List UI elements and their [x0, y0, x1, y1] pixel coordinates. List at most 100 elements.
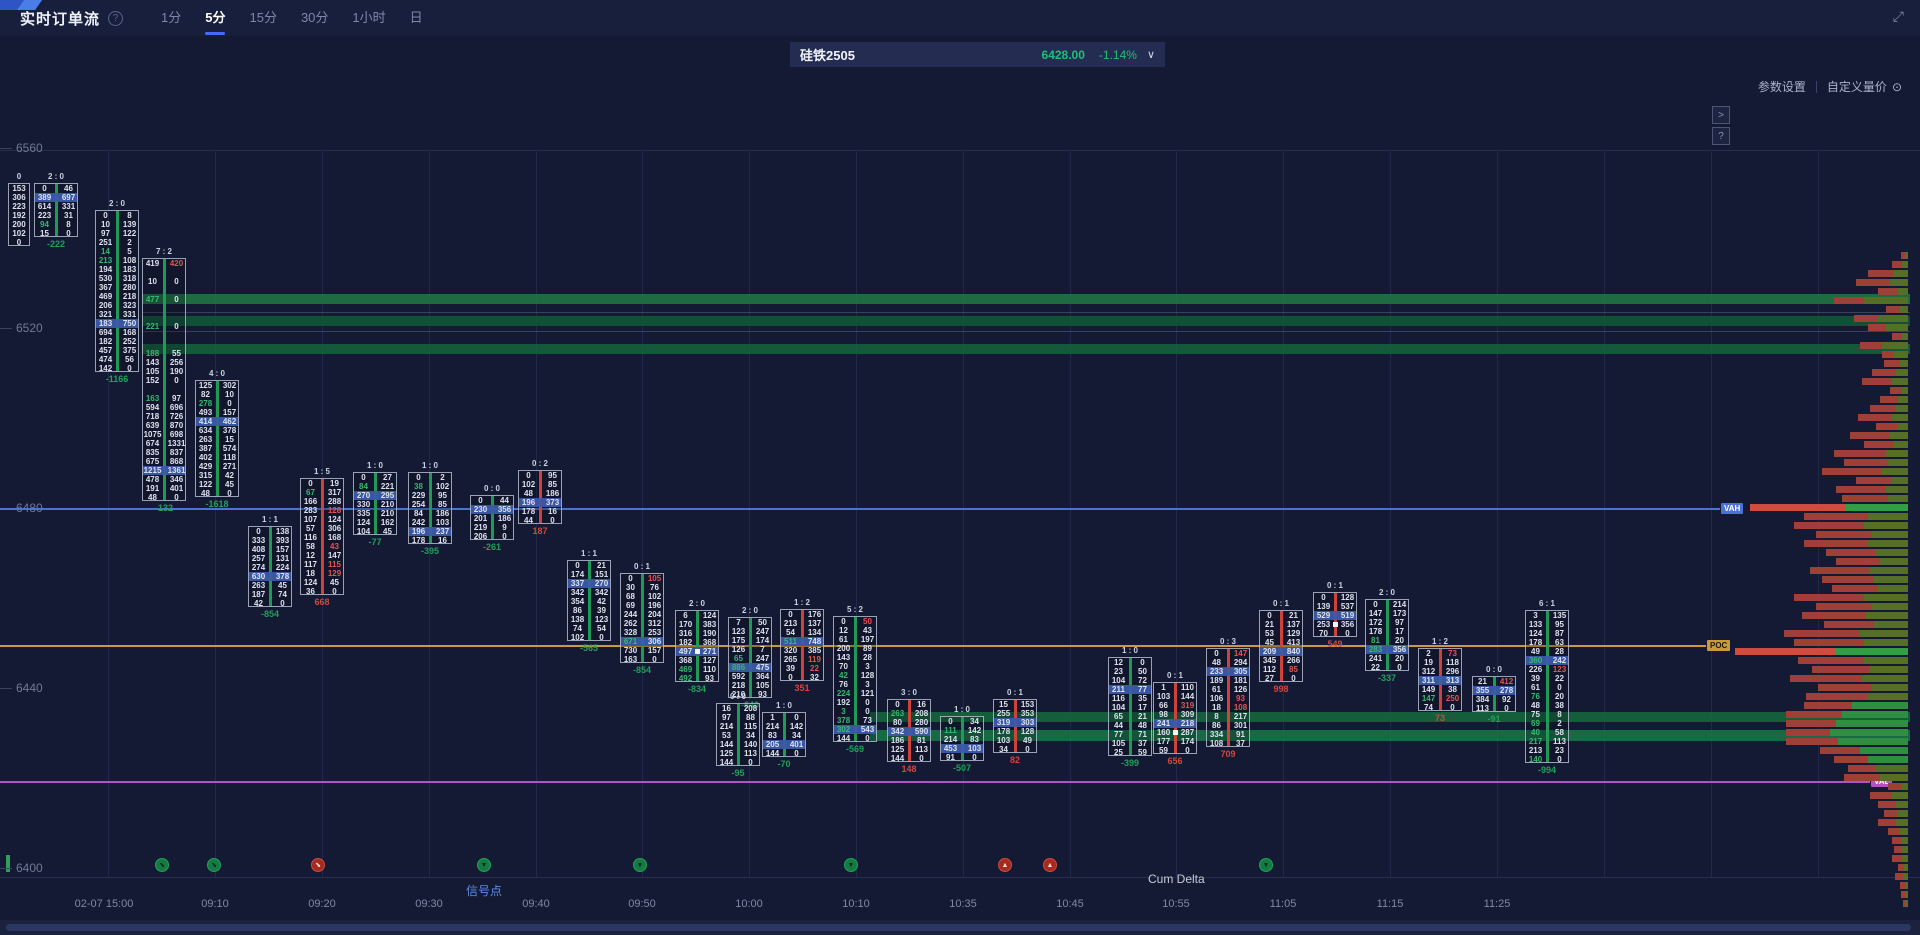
footprint-row: 98 309: [1154, 710, 1196, 719]
profile-buy-bar: [1864, 594, 1908, 601]
bid-volume: 84: [359, 482, 368, 491]
footprint-row: 177 174: [1154, 737, 1196, 746]
price-axis-label: 6560: [16, 141, 43, 155]
ask-volume: 0: [1450, 703, 1455, 712]
signal-marker[interactable]: ▼: [844, 858, 858, 872]
bid-volume: 143: [145, 358, 160, 367]
delta-bar: [374, 473, 377, 534]
chart-scrollbar[interactable]: [0, 920, 1920, 935]
tab-日[interactable]: 日: [409, 10, 423, 25]
panel-help-button[interactable]: ?: [1712, 127, 1730, 145]
imbalance-count-header: 2 : 0: [1378, 588, 1395, 597]
profile-buy-bar: [1874, 576, 1908, 583]
volume-profile-row: [1786, 738, 1908, 745]
footprint-row: 77 71: [1109, 730, 1151, 739]
footprint-row: 368 127: [676, 656, 718, 665]
profile-buy-bar: [1900, 360, 1908, 367]
profile-sell-bar: [1878, 819, 1896, 826]
ask-volume: 103: [967, 744, 982, 753]
footprint-row: 12 147: [301, 551, 343, 560]
ask-volume: 28: [863, 653, 872, 662]
tab-5分[interactable]: 5分: [193, 0, 237, 36]
profile-sell-bar: [1750, 504, 1846, 511]
ask-volume: 7: [760, 645, 765, 654]
time-axis-label: 10:35: [949, 898, 977, 910]
panel-collapse-button[interactable]: >: [1712, 106, 1730, 124]
bid-volume: 312: [1421, 667, 1436, 676]
delta-bar: [1227, 649, 1230, 746]
profile-sell-bar: [1856, 477, 1892, 484]
ask-volume: 0: [550, 516, 555, 525]
footprint-row: 0 46: [35, 184, 77, 193]
footprint-row: 133 95: [1526, 620, 1568, 629]
bid-volume: 57: [306, 524, 315, 533]
profile-buy-bar: [1903, 873, 1908, 880]
signal-marker[interactable]: ⬊: [311, 858, 325, 872]
ask-volume: 21: [1138, 712, 1147, 721]
expand-icon[interactable]: ⤢: [1892, 8, 1904, 24]
signal-marker[interactable]: ⬊: [207, 858, 221, 872]
bid-volume: 886: [731, 663, 746, 672]
profile-buy-bar: [1902, 855, 1908, 862]
delta-bar: [539, 471, 542, 523]
footprint-row: [143, 331, 185, 340]
tab-30分[interactable]: 30分: [300, 10, 329, 25]
help-icon[interactable]: ?: [108, 10, 124, 26]
footprint-row: 497 271: [676, 647, 718, 656]
footprint-row: 186 81: [888, 736, 930, 745]
footprint-row: [143, 304, 185, 313]
bid-volume: 7: [736, 618, 741, 627]
ask-volume: 8: [66, 220, 71, 229]
profile-sell-bar: [1832, 585, 1878, 592]
signal-marker[interactable]: ▼: [633, 858, 647, 872]
footprint-row: 42 128: [834, 671, 876, 680]
footprint-row: 251 2: [96, 238, 138, 247]
bid-volume: 166: [303, 497, 318, 506]
signal-marker[interactable]: ⬊: [155, 858, 169, 872]
ask-volume: 153: [1020, 700, 1035, 709]
footprint-row: 316 190: [676, 629, 718, 638]
custom-volume-price-button[interactable]: 自定义量价: [1826, 80, 1887, 94]
price-axis-label: 6440: [16, 681, 43, 695]
ask-volume: 124: [327, 515, 342, 524]
ask-volume: 750: [122, 319, 137, 328]
signal-marker[interactable]: ▼: [1259, 858, 1273, 872]
footprint-row: 209 840: [1260, 647, 1302, 656]
bid-volume: 76: [839, 680, 848, 689]
volume-profile-row: [1878, 819, 1908, 826]
tab-1小时[interactable]: 1小时: [352, 10, 386, 25]
signal-marker[interactable]: ▼: [477, 858, 491, 872]
tab-1分[interactable]: 1分: [161, 10, 182, 25]
ask-volume: 34: [970, 717, 979, 726]
bid-volume: 221: [145, 322, 160, 331]
footprint-row: 108 37: [1207, 739, 1249, 748]
footprint-column: 1 : 1 0 138 333 393 408 157 257 131 274 224 630 378 2…: [248, 515, 292, 619]
bid-volume: 116: [304, 533, 317, 542]
bid-volume: 126: [731, 645, 746, 654]
footprint-row: 634 378: [196, 426, 238, 435]
scrollbar-handle[interactable]: [6, 924, 1911, 931]
footprint-row: 138 123: [568, 615, 610, 624]
bid-volume: 230: [473, 505, 488, 514]
ask-volume: 59: [1138, 748, 1147, 757]
instrument-selector[interactable]: 硅铁2505 6428.00 -1.14% ∨: [790, 42, 1165, 67]
profile-sell-bar: [1834, 297, 1864, 304]
profile-sell-bar: [1822, 468, 1882, 475]
ask-volume: 85: [1289, 665, 1298, 674]
profile-buy-bar: [1862, 675, 1908, 682]
ask-volume: 157: [647, 646, 662, 655]
profile-sell-bar: [1890, 387, 1902, 394]
footprint-row: 263 208: [888, 709, 930, 718]
profile-sell-bar: [1810, 567, 1870, 574]
footprint-row: 124 87: [1526, 629, 1568, 638]
signal-marker[interactable]: ▲: [998, 858, 1012, 872]
footprint-row: 337 270: [568, 579, 610, 588]
ask-volume: 590: [914, 727, 929, 736]
volume-profile-row: [1892, 261, 1908, 268]
parameter-settings-button[interactable]: 参数设置: [1757, 80, 1806, 94]
volume-profile-row: [1804, 702, 1908, 709]
footprint-row: 241 218: [1154, 719, 1196, 728]
signal-marker[interactable]: ▲: [1043, 858, 1057, 872]
tab-15分[interactable]: 15分: [249, 10, 277, 25]
